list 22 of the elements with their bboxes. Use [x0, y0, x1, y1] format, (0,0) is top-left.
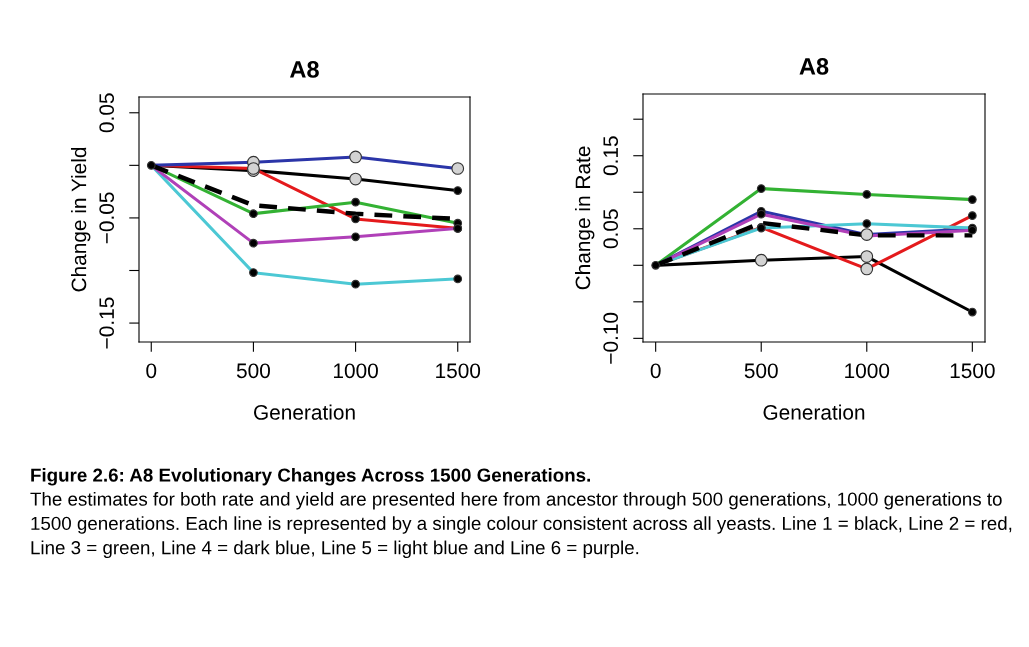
- y-axis-title: Change in Yield: [70, 147, 91, 292]
- y-axis-title: Change in Rate: [574, 146, 595, 290]
- x-tick-label: 1500: [436, 363, 481, 379]
- x-tick-label: 0: [146, 363, 157, 379]
- chart-title: A8: [799, 58, 829, 75]
- y-tick-label: −0.05: [99, 192, 115, 244]
- x-tick-label: 1000: [845, 363, 890, 379]
- y-tick-label: −0.10: [603, 312, 619, 364]
- x-tick-label: 0: [650, 363, 661, 379]
- y-tick-label: 0.05: [603, 209, 619, 249]
- x-tick-label: 500: [744, 363, 778, 379]
- text: The estimates for both rate and yield are presented here from ancestor through 500 generations, 1000 generations to 1500 generations. Each line is represented by a single colour consistent across all yeasts. Line 1 = black, Line 2 = red, Line 3 = green, Line 4 = dark blue, Line 5 = light blue and Line 6 = purple.: [30, 492, 1012, 559]
- caption: Figure 2.6: A8 Evolutionary Changes Across 1500 Generations.: [31, 468, 590, 486]
- y-tick-label: −0.15: [99, 297, 115, 349]
- x-axis-title: Generation: [763, 404, 865, 420]
- x-axis-title: Generation: [254, 404, 355, 420]
- y-tick-label: 0.15: [603, 136, 619, 176]
- chart-title: A8: [290, 61, 319, 78]
- y-tick-label: 0.05: [99, 93, 115, 133]
- x-tick-label: 1000: [334, 363, 378, 379]
- x-tick-label: 500: [236, 363, 270, 379]
- x-tick-label: 1500: [950, 363, 995, 379]
